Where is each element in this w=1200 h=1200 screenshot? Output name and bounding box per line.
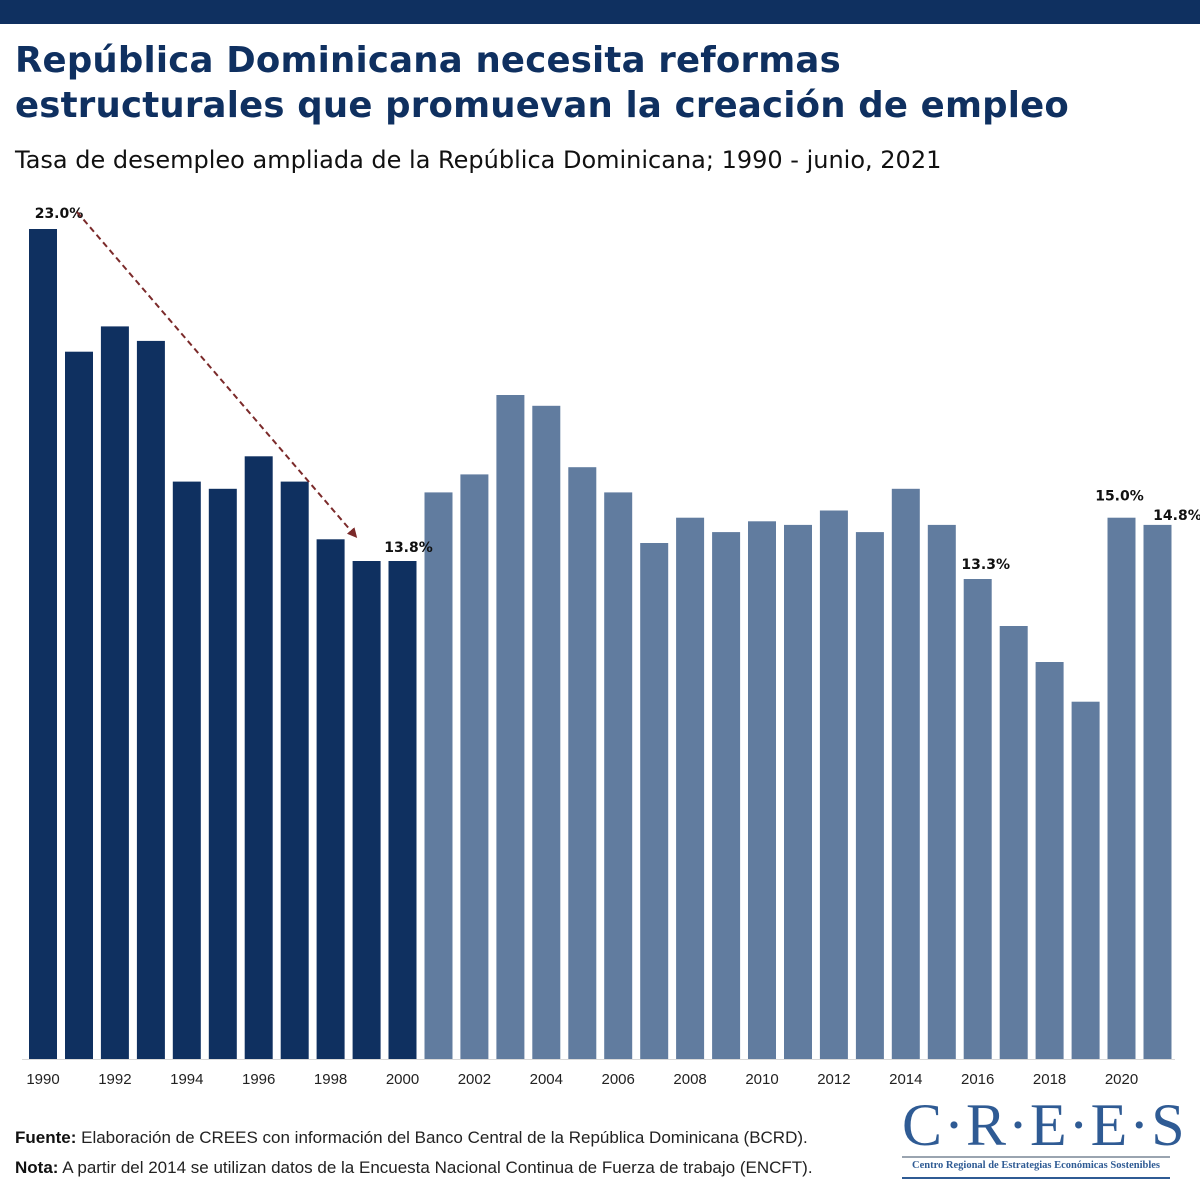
bar-2004 — [532, 405, 561, 1059]
bar-2016 — [963, 579, 992, 1059]
bar-2003 — [496, 395, 525, 1059]
bar-2015 — [927, 524, 956, 1059]
x-tick-2014: 2014 — [889, 1071, 922, 1088]
data-label-2020: 15.0% — [1095, 489, 1144, 505]
bar-2018 — [1035, 662, 1064, 1059]
x-tick-labels: 1990 1992 1994 1996 1998 2000 2002 2004 2006 2008… — [26, 1071, 1138, 1088]
note-text: A partir del 2014 se utilizan datos de l… — [58, 1158, 813, 1177]
bar-2007 — [640, 543, 669, 1059]
trend-arrow — [76, 211, 358, 539]
chart-subtitle: Tasa de desempleo ampliada de la Repúbli… — [15, 146, 942, 174]
bar-2000 — [388, 561, 417, 1059]
bar-2002 — [460, 474, 489, 1059]
bar-2021 — [1143, 524, 1172, 1059]
bar-2017 — [999, 626, 1028, 1059]
logo-underline — [902, 1177, 1170, 1179]
bar-chart: 1990 1992 1994 1996 1998 2000 2002 2004 2006 2008… — [22, 206, 1200, 1088]
title-line-2: estructurales que promuevan la creación … — [15, 85, 1069, 126]
bar-2011 — [784, 524, 812, 1059]
data-labels: 23.0% 13.8% 13.3% 15.0% 14.8% — [35, 206, 1200, 573]
bar-1997 — [280, 481, 309, 1060]
x-tick-2006: 2006 — [602, 1071, 635, 1088]
page-title: República Dominicana necesita reformas e… — [15, 38, 1195, 128]
bar-2005 — [568, 467, 597, 1059]
source-label: Fuente: — [15, 1128, 77, 1147]
data-label-1990: 23.0% — [35, 206, 84, 222]
logo-subtitle: Centro Regional de Estrategias Económica… — [911, 1160, 1160, 1171]
x-tick-1990: 1990 — [26, 1071, 59, 1088]
bar-2012 — [819, 510, 848, 1059]
x-tick-2016: 2016 — [961, 1071, 994, 1088]
x-tick-2020: 2020 — [1105, 1071, 1138, 1088]
data-label-2016: 13.3% — [961, 557, 1010, 573]
bar-2001 — [424, 492, 453, 1059]
bar-2013 — [855, 532, 884, 1059]
title-line-1: República Dominicana necesita reformas — [15, 40, 841, 81]
source-text: Elaboración de CREES con información del… — [76, 1128, 808, 1147]
bar-2020 — [1107, 517, 1136, 1059]
bar-2014 — [891, 488, 920, 1059]
bar-2006 — [604, 492, 633, 1059]
note-label: Nota: — [15, 1158, 59, 1177]
bar-1998 — [316, 539, 345, 1059]
bar-2009 — [712, 532, 741, 1059]
bar-1999 — [352, 561, 381, 1059]
x-tick-2010: 2010 — [745, 1071, 778, 1088]
data-label-2021: 14.8% — [1153, 508, 1200, 524]
x-tick-2004: 2004 — [530, 1071, 563, 1088]
bar-1990 — [29, 229, 57, 1059]
x-tick-2002: 2002 — [458, 1071, 491, 1088]
bar-1994 — [172, 481, 201, 1060]
x-tick-2018: 2018 — [1033, 1071, 1066, 1088]
footnote: Nota: A partir del 2014 se utilizan dato… — [15, 1158, 813, 1178]
x-tick-2012: 2012 — [817, 1071, 850, 1088]
bars-group — [29, 229, 1172, 1060]
data-label-2000: 13.8% — [384, 540, 433, 556]
x-tick-2000: 2000 — [386, 1071, 419, 1088]
x-tick-1996: 1996 — [242, 1071, 275, 1088]
x-tick-1998: 1998 — [314, 1071, 347, 1088]
bar-2008 — [676, 517, 705, 1059]
bar-2019 — [1071, 701, 1100, 1059]
top-bar — [0, 0, 1200, 24]
x-tick-1992: 1992 — [98, 1071, 131, 1088]
crees-logo: C·R·E·E·S Centro Regional de Estrategias… — [902, 1092, 1185, 1180]
source-note: Fuente: Elaboración de CREES con informa… — [15, 1128, 808, 1148]
bar-2010 — [748, 521, 776, 1059]
bar-1993 — [136, 340, 165, 1059]
logo-wordmark: C·R·E·E·S — [902, 1092, 1187, 1158]
logo-divider — [902, 1156, 1170, 1158]
bar-1992 — [100, 326, 129, 1059]
x-tick-1994: 1994 — [170, 1071, 203, 1088]
bar-1991 — [65, 351, 93, 1059]
bar-1996 — [244, 456, 273, 1059]
x-tick-2008: 2008 — [673, 1071, 706, 1088]
bar-1995 — [208, 488, 237, 1059]
